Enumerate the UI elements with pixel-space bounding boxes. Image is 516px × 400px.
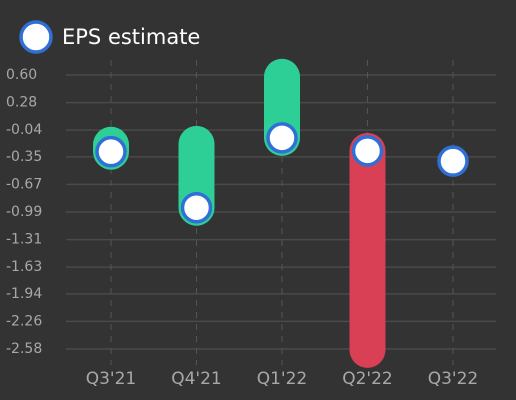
legend-marker bbox=[19, 20, 53, 54]
estimate-dot bbox=[95, 135, 127, 168]
estimate-dot bbox=[180, 191, 213, 224]
x-tick-label: Q3'22 bbox=[428, 369, 479, 389]
legend-label: EPS estimate bbox=[62, 25, 200, 49]
y-tick-label: -0.04 bbox=[6, 122, 42, 138]
x-tick-label: Q2'22 bbox=[342, 369, 393, 389]
x-tick-label: Q1'22 bbox=[257, 369, 308, 389]
y-tick-label: -0.67 bbox=[6, 176, 42, 192]
y-tick-label: -1.94 bbox=[6, 286, 42, 302]
x-tick-label: Q4'21 bbox=[171, 369, 222, 389]
y-tick-label: -0.35 bbox=[6, 149, 42, 165]
y-tick-label: -1.31 bbox=[6, 232, 42, 248]
y-tick-label: 0.60 bbox=[6, 67, 37, 83]
y-tick-label: 0.28 bbox=[6, 95, 37, 111]
x-tick-label: Q3'21 bbox=[86, 369, 137, 389]
y-tick-label: -0.99 bbox=[6, 204, 42, 220]
estimate-dot bbox=[351, 135, 384, 167]
estimate-dot bbox=[437, 145, 469, 177]
y-tick-label: -2.58 bbox=[6, 341, 42, 357]
eps-bar bbox=[349, 132, 386, 368]
y-tick-label: -2.26 bbox=[6, 313, 42, 329]
y-tick-label: -1.63 bbox=[6, 259, 42, 275]
estimate-dot bbox=[266, 122, 298, 154]
